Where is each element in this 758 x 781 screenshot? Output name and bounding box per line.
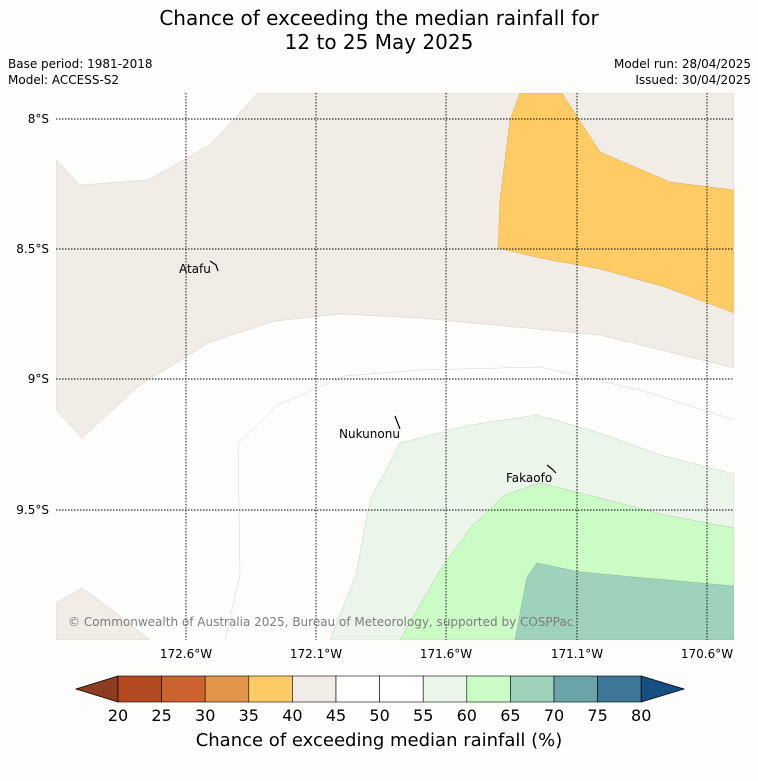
colorbar-tick-label: 80	[631, 706, 651, 725]
colorbar-tick-label: 75	[587, 706, 607, 725]
place-label-fakaofo: Fakaofo	[506, 471, 552, 485]
colorbar-segment	[466, 675, 511, 703]
fakaofo-outline	[546, 464, 557, 474]
lon-label-172-1w: 172.1°W	[290, 647, 342, 661]
colorbar-tick-label: 55	[413, 706, 433, 725]
zone-40-45-southwest	[56, 587, 151, 640]
graticule	[56, 93, 734, 640]
atolls	[209, 260, 557, 474]
colorbar-title: Chance of exceeding median rainfall (%)	[195, 730, 563, 751]
colorbar-segment	[248, 675, 293, 703]
lat-label-8s: 8°S	[28, 112, 49, 126]
lat-label-9-5s: 9.5°S	[16, 503, 49, 517]
colorbar-segment	[335, 675, 380, 703]
zone-65-70	[514, 562, 734, 640]
colorbar-tick-label: 35	[239, 706, 259, 725]
place-label-atafu: Atafu	[179, 262, 211, 276]
colorbar	[74, 675, 686, 703]
colorbar-tick-label: 65	[500, 706, 520, 725]
colorbar-extend-high	[640, 675, 686, 703]
colorbar-tick-label: 45	[326, 706, 346, 725]
colorbar-extend-low	[74, 675, 119, 703]
colorbar-segment	[117, 675, 162, 703]
probability-fields	[56, 93, 734, 640]
colorbar-segment	[422, 675, 468, 703]
colorbar-segment	[379, 675, 424, 703]
lon-label-171-6w: 171.6°W	[420, 647, 472, 661]
title-line-2: 12 to 25 May 2025	[284, 30, 474, 54]
lat-label-9s: 9°S	[28, 372, 49, 386]
lat-label-8-5s: 8.5°S	[16, 242, 49, 256]
lon-label-170-6w: 170.6°W	[681, 647, 733, 661]
colorbar-tick-label: 70	[544, 706, 564, 725]
atafu-outline	[209, 260, 219, 272]
colorbar-tick-label: 60	[457, 706, 477, 725]
zone-45-50-contour	[224, 366, 734, 640]
colorbar-segment	[161, 675, 206, 703]
colorbar-segment	[553, 675, 598, 703]
base-period: Base period: 1981-2018	[8, 57, 153, 71]
colorbar-tick-label: 40	[282, 706, 302, 725]
colorbar-tick-labels: 20 25 30 35 40 45 50 55 60 65 70 75 80	[108, 706, 652, 725]
lon-label-171-1w: 171.1°W	[551, 647, 603, 661]
colorbar-tick-label: 30	[195, 706, 215, 725]
issued-date: Issued: 30/04/2025	[635, 73, 751, 87]
place-labels: Atafu Nukunonu Fakaofo	[179, 262, 552, 485]
colorbar-segment	[597, 675, 642, 703]
model-run: Model run: 28/04/2025	[613, 57, 751, 71]
copyright-notice: © Commonwealth of Australia 2025, Bureau…	[68, 615, 573, 629]
colorbar-segment	[292, 675, 337, 703]
colorbar-tick-label: 50	[369, 706, 389, 725]
colorbar-tick-label: 25	[151, 706, 171, 725]
nukunonu-outline	[394, 415, 401, 430]
place-label-nukunonu: Nukunonu	[339, 427, 400, 441]
lon-label-172-6w: 172.6°W	[160, 647, 212, 661]
colorbar-segment	[204, 675, 250, 703]
colorbar-tick-label: 20	[108, 706, 128, 725]
colorbar-segment	[510, 675, 555, 703]
model-name: Model: ACCESS-S2	[8, 73, 120, 87]
longitude-labels: 172.6°W 172.1°W 171.6°W 171.1°W 170.6°W	[160, 647, 733, 661]
title-line-1: Chance of exceeding the median rainfall …	[159, 6, 599, 30]
zone-35-40	[497, 93, 734, 314]
latitude-labels: 8°S 8.5°S 9°S 9.5°S	[16, 112, 49, 517]
